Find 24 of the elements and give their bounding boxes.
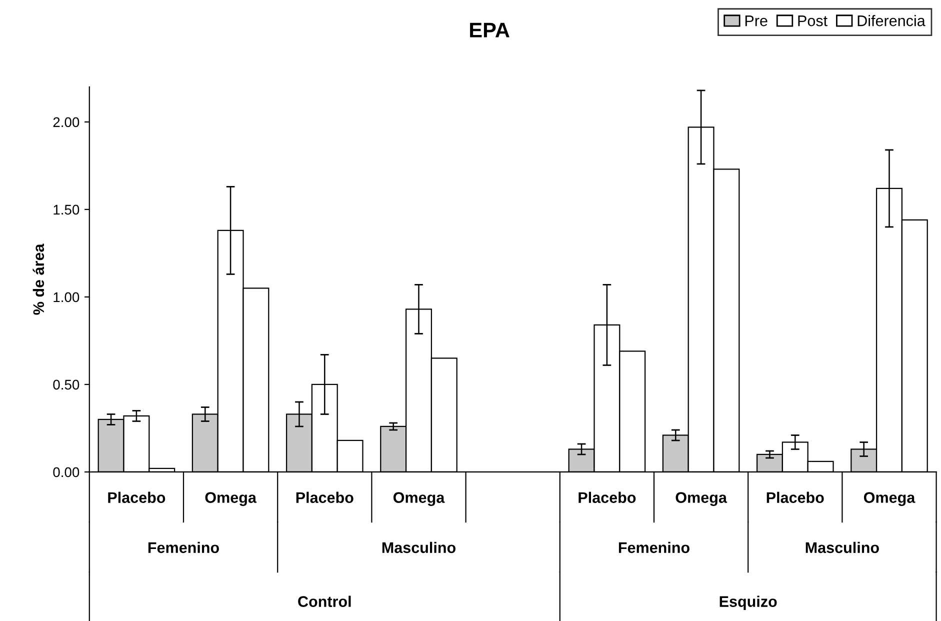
legend-label: Diferencia [858, 14, 926, 26]
x-tick-label: Omega [205, 492, 257, 506]
text: Masculino [382, 542, 456, 554]
x-tick-label: Placebo [296, 492, 354, 504]
legend-label: Post [798, 16, 828, 26]
x-tick-label: Placebo [766, 492, 824, 504]
y-tick-label: 2.00 [53, 117, 80, 128]
text: Esquizo [720, 596, 777, 610]
x-tick-label: Omega [393, 492, 445, 506]
y-tick-label: 0.50 [53, 380, 80, 390]
chart-title: EPA [470, 22, 510, 38]
text: Control [298, 596, 351, 607]
y-axis-title: % de área [32, 244, 44, 315]
y-tick-label: 1.00 [54, 292, 80, 302]
text: Femenino [618, 542, 690, 554]
y-tick-label: 0.00 [53, 467, 80, 478]
x-tick-label: Placebo [578, 492, 636, 504]
x-tick-label: Omega [676, 492, 728, 506]
text: Masculino [806, 542, 879, 554]
y-tick-label: 1.50 [54, 204, 80, 215]
text: Femenino [148, 542, 219, 554]
x-tick-label: Omega [864, 492, 916, 506]
legend-label: Pre [745, 16, 768, 26]
x-tick-label: Placebo [108, 492, 166, 504]
